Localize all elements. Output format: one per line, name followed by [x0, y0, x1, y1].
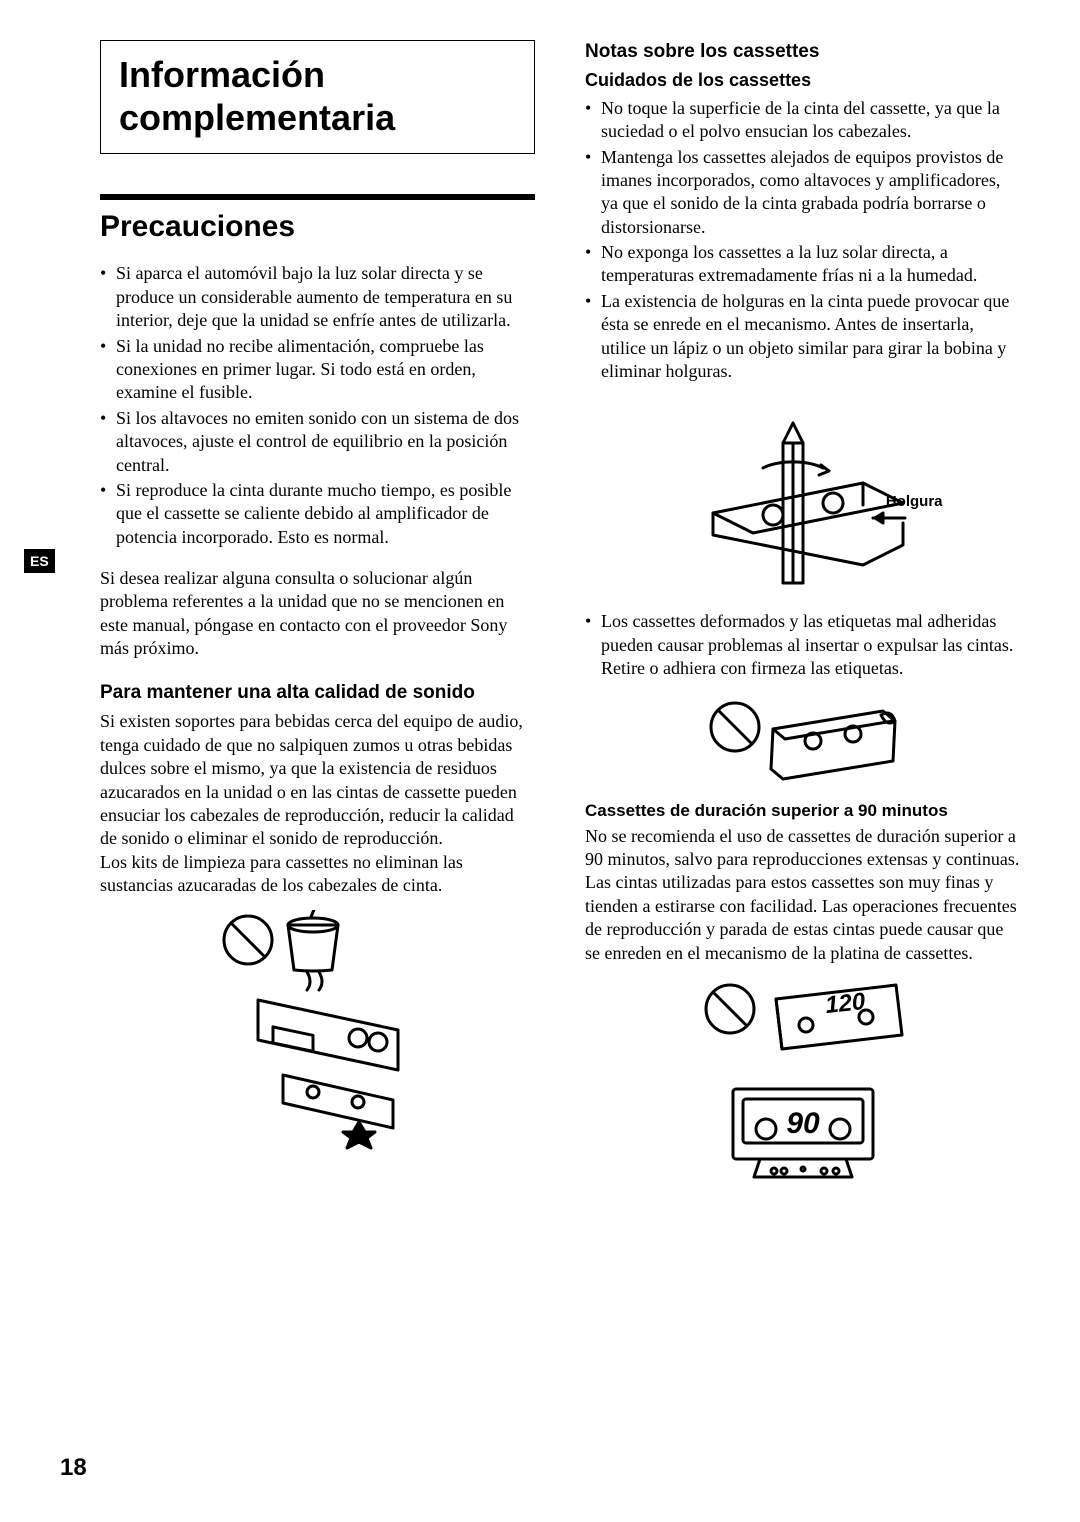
- page-number: 18: [60, 1454, 87, 1482]
- ninety-min-para: No se recomienda el uso de cassettes de …: [585, 825, 1020, 965]
- list-item: Los cassettes deformados y las etiquetas…: [585, 610, 1020, 680]
- c120-label: 120: [823, 988, 866, 1019]
- c90-cassette-icon: 90: [718, 1079, 888, 1189]
- drink-spill-figure: [100, 910, 535, 1150]
- left-column: Información complementaria Precauciones …: [60, 40, 535, 1201]
- right-column: Notas sobre los cassettes Cuidados de lo…: [585, 40, 1020, 1201]
- cassette-care-heading: Cuidados de los cassettes: [585, 70, 1020, 91]
- warped-cassette-icon: [703, 699, 903, 789]
- cassette-care-list: No toque la superficie de la cinta del c…: [585, 97, 1020, 384]
- warped-cassette-figure: [585, 699, 1020, 789]
- cassette-care-list-2: Los cassettes deformados y las etiquetas…: [585, 610, 1020, 680]
- list-item: Mantenga los cassettes alejados de equip…: [585, 146, 1020, 240]
- chapter-title: Información complementaria: [119, 53, 516, 139]
- list-item: Si aparca el automóvil bajo la luz solar…: [100, 262, 535, 332]
- drink-spill-icon: [203, 910, 433, 1150]
- c120-cassette-icon: 120: [698, 977, 908, 1067]
- sound-quality-para: Si existen soportes para bebidas cerca d…: [100, 710, 535, 850]
- precautions-heading: Precauciones: [100, 210, 535, 244]
- list-item: Si los altavoces no emiten sonido con un…: [100, 407, 535, 477]
- holgura-label: Holgura: [886, 493, 943, 510]
- contact-paragraph: Si desea realizar alguna consulta o solu…: [100, 567, 535, 661]
- c90-label: 90: [786, 1107, 820, 1140]
- pencil-cassette-figure: Holgura: [585, 401, 1020, 610]
- page-content: Información complementaria Precauciones …: [0, 0, 1080, 1251]
- list-item: No exponga los cassettes a la luz solar …: [585, 241, 1020, 288]
- section-rule: [100, 194, 535, 200]
- sound-quality-heading: Para mantener una alta calidad de sonido: [100, 681, 535, 705]
- list-item: La existencia de holguras en la cinta pu…: [585, 290, 1020, 384]
- c90-figure: 90: [585, 1079, 1020, 1189]
- list-item: No toque la superficie de la cinta del c…: [585, 97, 1020, 144]
- c120-figure: 120: [585, 977, 1020, 1067]
- precautions-list: Si aparca el automóvil bajo la luz solar…: [100, 262, 535, 549]
- list-item: Si reproduce la cinta durante mucho tiem…: [100, 479, 535, 549]
- cassette-notes-heading: Notas sobre los cassettes: [585, 40, 1020, 64]
- ninety-min-heading: Cassettes de duración superior a 90 minu…: [585, 801, 1020, 821]
- list-item: Si la unidad no recibe alimentación, com…: [100, 335, 535, 405]
- sound-quality-para-2: Los kits de limpieza para cassettes no e…: [100, 851, 535, 898]
- chapter-title-box: Información complementaria: [100, 40, 535, 154]
- language-tab: ES: [24, 549, 55, 573]
